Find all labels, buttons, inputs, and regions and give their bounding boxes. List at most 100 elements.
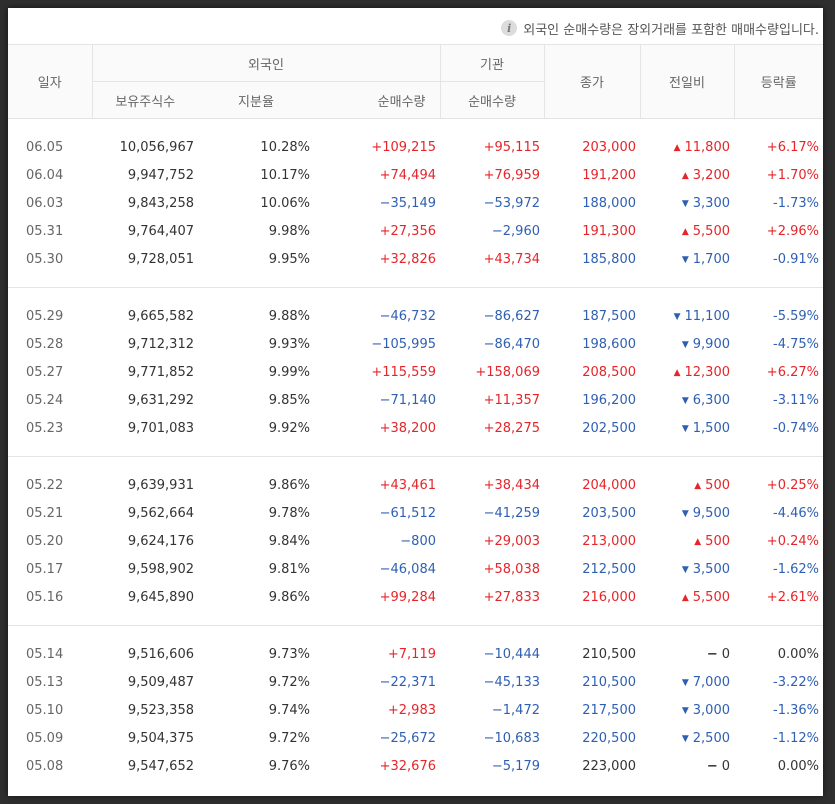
cell-rate: -1.12% xyxy=(773,730,819,746)
change-value: 3,300 xyxy=(692,195,730,211)
cell-inst-net: +38,434 xyxy=(483,477,540,493)
cell-inst-net: −41,259 xyxy=(483,505,540,521)
cell-date: 06.05 xyxy=(26,139,64,155)
table-row: 06.03 9,843,258 10.06% −35,149 −53,972 188,00… xyxy=(8,189,823,217)
group-spacer xyxy=(8,780,823,794)
cell-inst-net: +29,003 xyxy=(483,533,540,549)
cell-ratio: 10.17% xyxy=(260,167,310,183)
cell-close: 208,500 xyxy=(582,364,636,380)
cell-close: 223,000 xyxy=(582,758,636,774)
change-value: 500 xyxy=(705,477,730,493)
triangle-up-icon: ▲ xyxy=(681,592,689,603)
table-row: 05.29 9,665,582 9.88% −46,732 −86,627 187,500… xyxy=(8,302,823,330)
change-value: 11,100 xyxy=(684,308,731,324)
change-value: 9,500 xyxy=(692,505,730,521)
cell-holdings: 9,639,931 xyxy=(127,477,194,493)
cell-foreign-net: +43,461 xyxy=(379,477,436,493)
cell-ratio: 9.81% xyxy=(268,561,310,577)
change-value: 6,300 xyxy=(692,392,730,408)
change-value: 500 xyxy=(705,533,730,549)
cell-holdings: 9,624,176 xyxy=(127,533,194,549)
cell-date: 05.24 xyxy=(26,392,64,408)
cell-ratio: 9.88% xyxy=(268,308,310,324)
cell-foreign-net: +74,494 xyxy=(379,167,436,183)
cell-date: 05.10 xyxy=(26,702,64,718)
cell-holdings: 9,728,051 xyxy=(127,251,194,267)
cell-close: 210,500 xyxy=(582,674,636,690)
cell-change: ▲ 12,300 xyxy=(640,358,734,386)
cell-close: 216,000 xyxy=(582,589,636,605)
cell-inst-net: +95,115 xyxy=(483,139,540,155)
table-row: 05.17 9,598,902 9.81% −46,084 +58,038 212,500… xyxy=(8,555,823,583)
cell-ratio: 10.28% xyxy=(260,139,310,155)
cell-holdings: 9,947,752 xyxy=(127,167,194,183)
col-date-header: 일자 xyxy=(8,44,92,119)
cell-foreign-net: −35,149 xyxy=(379,195,436,211)
cell-ratio: 9.98% xyxy=(268,223,310,239)
triangle-down-icon: ▼ xyxy=(681,395,689,406)
cell-date: 05.21 xyxy=(26,505,64,521)
cell-rate: +6.17% xyxy=(766,139,819,155)
cell-change: ▲ 500 xyxy=(640,527,734,555)
cell-close: 191,300 xyxy=(582,223,636,239)
triangle-down-icon: ▼ xyxy=(681,733,689,744)
change-value: 7,000 xyxy=(692,674,730,690)
cell-inst-net: −1,472 xyxy=(491,702,540,718)
triangle-up-icon: ▲ xyxy=(681,170,689,181)
cell-rate: +0.24% xyxy=(766,533,819,549)
cell-holdings: 9,665,582 xyxy=(127,308,194,324)
cell-date: 05.16 xyxy=(26,589,64,605)
cell-ratio: 9.73% xyxy=(268,646,310,662)
cell-ratio: 9.85% xyxy=(268,392,310,408)
triangle-down-icon: ▼ xyxy=(681,339,689,350)
cell-date: 05.22 xyxy=(26,477,64,493)
cell-holdings: 9,509,487 xyxy=(127,674,194,690)
col-foreign-net-header: 순매수량 xyxy=(314,81,440,119)
cell-ratio: 9.99% xyxy=(268,364,310,380)
table-row: 06.05 10,056,967 10.28% +109,215 +95,115 203,… xyxy=(8,133,823,161)
cell-close: 202,500 xyxy=(582,420,636,436)
cell-foreign-net: −71,140 xyxy=(379,392,436,408)
cell-rate: +2.96% xyxy=(766,223,819,239)
cell-ratio: 9.86% xyxy=(268,589,310,605)
cell-change: ▼ 1,500 xyxy=(640,414,734,442)
cell-foreign-net: −105,995 xyxy=(371,336,436,352)
cell-change: ▲ 3,200 xyxy=(640,161,734,189)
cell-inst-net: −86,627 xyxy=(483,308,540,324)
cell-close: 213,000 xyxy=(582,533,636,549)
cell-change: ▼ 3,000 xyxy=(640,696,734,724)
cell-date: 05.29 xyxy=(26,308,64,324)
cell-close: 203,000 xyxy=(582,139,636,155)
triangle-down-icon: ▼ xyxy=(681,423,689,434)
cell-foreign-net: +115,559 xyxy=(371,364,436,380)
triangle-up-icon: ▲ xyxy=(694,536,702,547)
col-change-header: 전일비 xyxy=(639,44,734,119)
col-rate-header: 등락률 xyxy=(733,44,823,119)
cell-rate: -4.75% xyxy=(773,336,819,352)
col-close-header: 종가 xyxy=(543,44,640,119)
cell-foreign-net: +7,119 xyxy=(387,646,436,662)
col-group-institution: 기관 xyxy=(439,44,544,82)
cell-change: ▼ 2,500 xyxy=(640,724,734,752)
cell-inst-net: +158,069 xyxy=(475,364,540,380)
cell-inst-net: −53,972 xyxy=(483,195,540,211)
cell-holdings: 9,701,083 xyxy=(127,420,194,436)
cell-foreign-net: +99,284 xyxy=(379,589,436,605)
cell-holdings: 9,504,375 xyxy=(127,730,194,746)
cell-inst-net: −86,470 xyxy=(483,336,540,352)
cell-rate: -0.74% xyxy=(773,420,819,436)
cell-change: −0 xyxy=(640,752,734,780)
cell-close: 188,000 xyxy=(582,195,636,211)
table-row: 05.16 9,645,890 9.86% +99,284 +27,833 216,000… xyxy=(8,583,823,611)
cell-rate: -3.11% xyxy=(773,392,819,408)
change-value: 3,000 xyxy=(692,702,730,718)
table-row: 05.27 9,771,852 9.99% +115,559 +158,069 208,5… xyxy=(8,358,823,386)
cell-foreign-net: +27,356 xyxy=(379,223,436,239)
cell-date: 05.08 xyxy=(26,758,64,774)
cell-date: 05.14 xyxy=(26,646,64,662)
cell-date: 05.17 xyxy=(26,561,64,577)
cell-date: 05.27 xyxy=(26,364,64,380)
change-value: 9,900 xyxy=(692,336,730,352)
cell-close: 220,500 xyxy=(582,730,636,746)
change-value: 0 xyxy=(721,646,730,662)
